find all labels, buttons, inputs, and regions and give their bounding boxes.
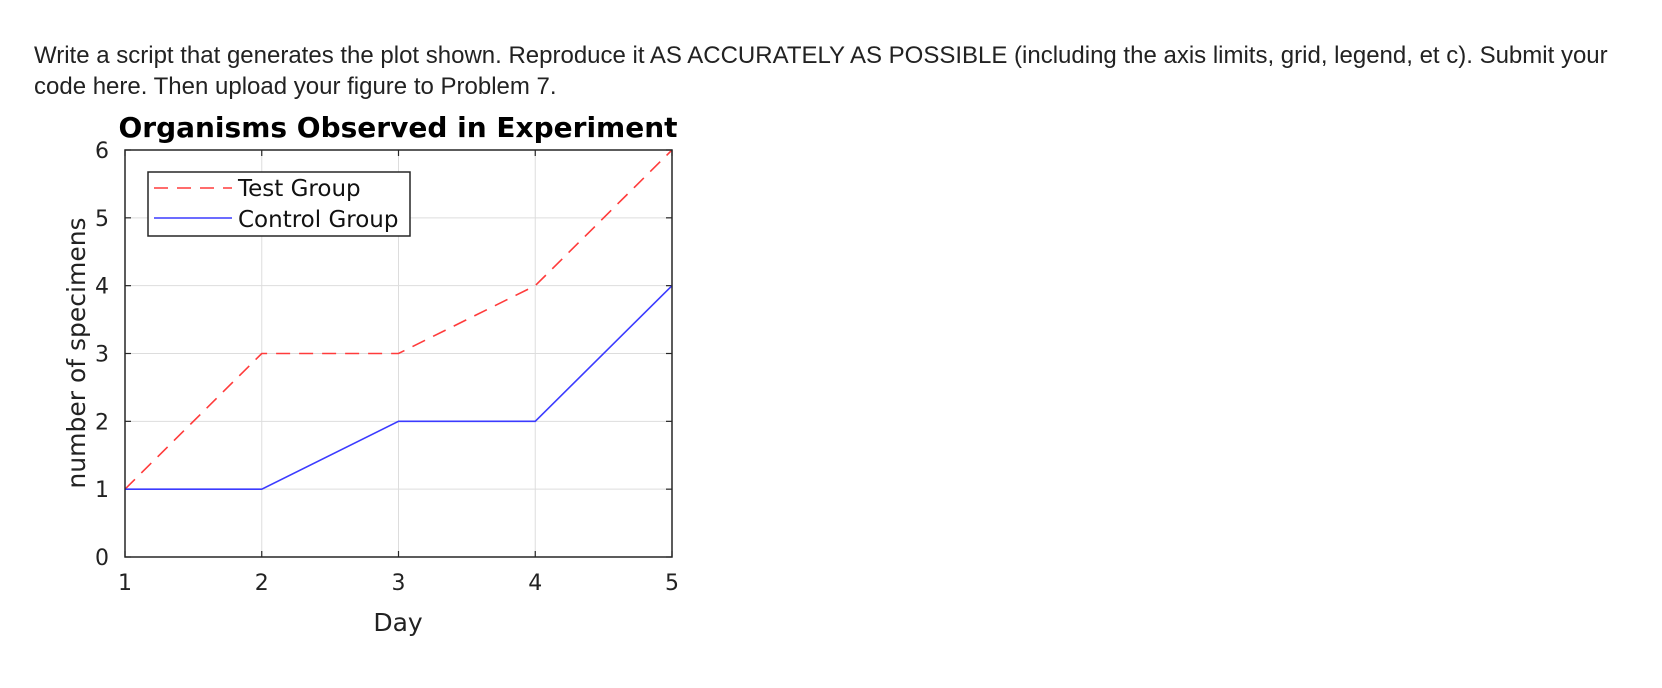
series-line-control-group (125, 285, 673, 490)
y-tick-label: 0 (95, 546, 109, 571)
y-tick-label: 1 (95, 478, 109, 503)
y-axis-label: number of specimens (62, 217, 91, 488)
legend: Test Group Control Group (147, 171, 411, 237)
series-line-test-group (124, 149, 673, 490)
series-lines (124, 149, 673, 490)
axes-frame (124, 149, 673, 558)
legend-label-control-group: Control Group (238, 207, 398, 233)
legend-label-test-group: Test Group (237, 176, 361, 202)
y-tick-label: 4 (95, 275, 109, 300)
x-tick-label: 4 (528, 571, 542, 596)
chart-title: Organisms Observed in Experiment (118, 111, 677, 144)
legend-box (147, 171, 411, 237)
x-tick-label: 2 (255, 571, 269, 596)
x-tick-label: 1 (118, 571, 132, 596)
x-axis-label: Day (373, 608, 423, 637)
problem-instructions: Write a script that generates the plot s… (34, 42, 1608, 100)
y-tick-label: 6 (95, 139, 109, 164)
y-tick-label: 3 (95, 343, 109, 368)
y-tick-label: 2 (95, 410, 109, 435)
x-tick-label: 3 (392, 571, 406, 596)
x-tick-label: 5 (665, 571, 679, 596)
y-tick-label: 5 (95, 207, 109, 232)
